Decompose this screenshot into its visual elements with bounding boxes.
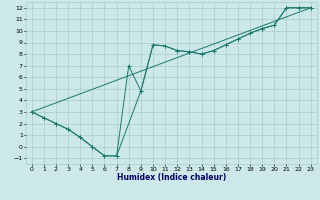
X-axis label: Humidex (Indice chaleur): Humidex (Indice chaleur) xyxy=(116,173,226,182)
